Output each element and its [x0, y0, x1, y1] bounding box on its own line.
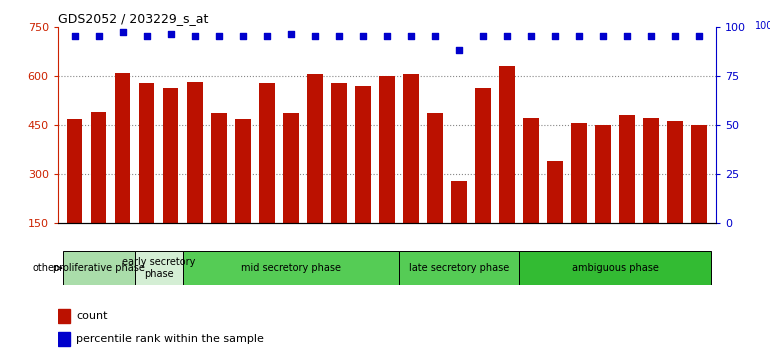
- Bar: [67, 119, 82, 223]
- Point: [357, 34, 369, 39]
- Point: [429, 34, 441, 39]
- Bar: [691, 125, 707, 223]
- Bar: [139, 83, 155, 223]
- Text: GDS2052 / 203229_s_at: GDS2052 / 203229_s_at: [58, 12, 208, 25]
- Bar: [475, 88, 490, 223]
- Bar: [595, 125, 611, 223]
- Point: [213, 34, 225, 39]
- Point: [333, 34, 345, 39]
- Point: [669, 34, 681, 39]
- Text: early secretory
phase: early secretory phase: [122, 257, 196, 279]
- Point: [693, 34, 705, 39]
- Point: [260, 34, 273, 39]
- Point: [285, 32, 297, 37]
- Bar: [58, 309, 69, 323]
- Point: [309, 34, 321, 39]
- Point: [92, 34, 105, 39]
- Bar: [187, 82, 203, 223]
- Point: [236, 34, 249, 39]
- Bar: [524, 118, 539, 223]
- Point: [645, 34, 658, 39]
- Bar: [668, 121, 683, 223]
- Point: [477, 34, 489, 39]
- Point: [189, 34, 201, 39]
- Point: [140, 34, 152, 39]
- Bar: [235, 119, 250, 223]
- Point: [69, 34, 81, 39]
- Bar: [307, 74, 323, 223]
- Text: mid secretory phase: mid secretory phase: [241, 263, 341, 273]
- Text: ambiguous phase: ambiguous phase: [572, 263, 658, 273]
- Bar: [399, 251, 519, 285]
- Bar: [259, 83, 275, 223]
- Y-axis label: 100%: 100%: [755, 21, 770, 31]
- Bar: [499, 66, 515, 223]
- Bar: [644, 118, 659, 223]
- Point: [597, 34, 609, 39]
- Bar: [163, 88, 179, 223]
- Bar: [182, 251, 399, 285]
- Bar: [427, 113, 443, 223]
- Bar: [571, 123, 587, 223]
- Bar: [451, 181, 467, 223]
- Point: [405, 34, 417, 39]
- Bar: [403, 74, 419, 223]
- Point: [380, 34, 393, 39]
- Point: [116, 30, 129, 35]
- Bar: [91, 112, 106, 223]
- Bar: [379, 76, 395, 223]
- Bar: [355, 86, 370, 223]
- Bar: [135, 251, 182, 285]
- Bar: [619, 115, 635, 223]
- Text: count: count: [76, 311, 108, 321]
- Bar: [211, 113, 226, 223]
- Bar: [519, 251, 711, 285]
- Bar: [283, 113, 299, 223]
- Bar: [62, 251, 135, 285]
- Text: late secretory phase: late secretory phase: [409, 263, 509, 273]
- Point: [525, 34, 537, 39]
- Point: [621, 34, 634, 39]
- Text: percentile rank within the sample: percentile rank within the sample: [76, 334, 264, 344]
- Bar: [331, 83, 347, 223]
- Bar: [58, 332, 69, 346]
- Point: [501, 34, 514, 39]
- Point: [549, 34, 561, 39]
- Point: [573, 34, 585, 39]
- Bar: [547, 161, 563, 223]
- Point: [453, 47, 465, 53]
- Point: [165, 32, 177, 37]
- Bar: [115, 73, 130, 223]
- Text: other: other: [32, 263, 62, 273]
- Text: proliferative phase: proliferative phase: [52, 263, 145, 273]
